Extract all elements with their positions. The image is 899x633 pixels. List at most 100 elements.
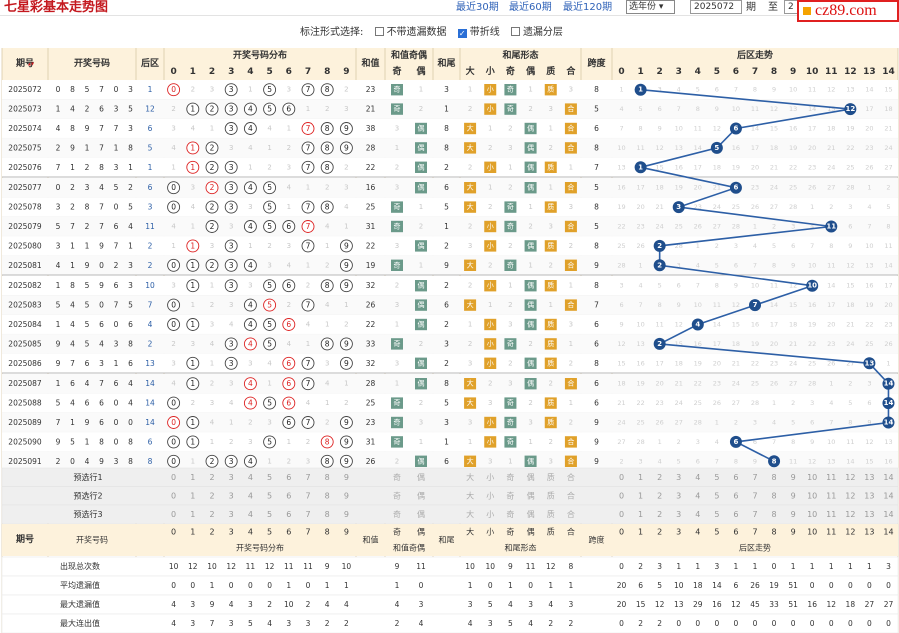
- form-badge: [464, 142, 477, 154]
- nav-last-120[interactable]: 最近120期: [563, 2, 613, 13]
- preselect-front-digit: 8: [325, 491, 330, 500]
- front-omission: 2: [306, 438, 310, 446]
- stats-back-value: 1: [676, 562, 681, 571]
- front-omission: 1: [267, 380, 271, 388]
- row-sum: 23: [366, 85, 376, 94]
- preselect-front-digit: 6: [286, 510, 291, 519]
- back-omission: 15: [865, 457, 873, 465]
- back-omission: 2: [886, 184, 890, 192]
- footer-back-digit: 2: [657, 528, 662, 537]
- form-text: 小: [487, 358, 494, 367]
- row-draw-digit: 5: [85, 301, 90, 310]
- row-draw-digit: 4: [70, 105, 75, 114]
- footer-odd: 奇: [393, 527, 401, 537]
- form-text: 质: [547, 85, 554, 94]
- stats-back-value: 1: [867, 562, 872, 571]
- front-hit-digit: 5: [267, 339, 272, 348]
- front-hit-ball: [186, 377, 200, 391]
- preselect-back-digit: 8: [772, 473, 777, 482]
- row-draw-digit: 0: [56, 85, 61, 94]
- stats-front-value: 2: [306, 600, 311, 609]
- parity-omission: 1: [419, 203, 423, 211]
- back-omission: 13: [884, 438, 892, 446]
- preselect-label: 预选行3: [73, 509, 102, 519]
- stats-back-value: 0: [810, 581, 815, 590]
- parity-badge: [415, 182, 427, 194]
- trend-ball-label: 6: [733, 184, 738, 192]
- header-form-5: 合: [566, 65, 576, 77]
- option-no-omission[interactable]: 不带遗漏数据: [374, 27, 447, 38]
- form-text: 偶: [527, 320, 534, 329]
- front-hit-ball: [263, 83, 277, 97]
- front-hit-digit: 5: [267, 203, 272, 212]
- front-omission: 3: [287, 86, 291, 94]
- checkbox-no-omission[interactable]: [374, 27, 384, 36]
- front-omission: 1: [344, 301, 348, 309]
- form-text: 小: [487, 85, 494, 94]
- stats-back-value: 15: [636, 600, 646, 609]
- row-span: 7: [594, 301, 599, 310]
- form-badge: [544, 318, 557, 331]
- option-layered-omission[interactable]: 遗漏分层: [510, 27, 563, 38]
- preselect-back-digit: 2: [657, 510, 662, 519]
- back-omission: 7: [753, 261, 757, 269]
- checkbox-layered-omission[interactable]: [510, 27, 520, 36]
- nav-last-60[interactable]: 最近60期: [509, 2, 552, 13]
- row-sum: 28: [366, 143, 376, 152]
- front-omission: 4: [210, 419, 215, 427]
- front-omission: 4: [267, 125, 272, 133]
- front-omission: 3: [191, 184, 195, 192]
- back-omission: 13: [827, 457, 835, 465]
- front-hit-digit: 9: [344, 437, 349, 446]
- front-hit-ball: [186, 258, 200, 272]
- back-omission: 26: [694, 223, 702, 231]
- row-issue: 2025083: [8, 301, 42, 310]
- preselect-back-digit: 13: [864, 473, 874, 482]
- front-hit-digit: 3: [229, 339, 234, 348]
- back-omission: 11: [636, 144, 644, 152]
- row-draw-digit: 5: [70, 437, 75, 446]
- stats-front-value: 12: [188, 562, 198, 571]
- back-omission: 18: [656, 184, 664, 192]
- front-omission: 4: [229, 399, 234, 407]
- footer-form-0: 大: [466, 527, 474, 537]
- front-hit-digit: 4: [248, 105, 253, 114]
- table-row: [2, 374, 898, 394]
- form-omission: 2: [488, 203, 492, 211]
- stats-back-value: 1: [848, 562, 853, 571]
- front-hit-digit: 8: [325, 281, 330, 290]
- parity-text: 奇: [394, 104, 401, 113]
- front-hit-ball: [205, 160, 219, 174]
- preselect-back-digit: 5: [714, 491, 719, 500]
- parity-badge: [391, 201, 403, 213]
- nav-last-30[interactable]: 最近30期: [456, 2, 499, 13]
- front-hit-digit: 3: [229, 124, 234, 133]
- back-omission: 18: [884, 105, 892, 113]
- row-draw-digit: 4: [56, 261, 61, 270]
- form-omission: 2: [528, 105, 532, 113]
- front-omission: 4: [267, 359, 272, 367]
- trend-ball-label: 14: [884, 380, 894, 388]
- checkbox-polyline[interactable]: ✓: [457, 29, 467, 38]
- footer-sum: 和值: [363, 535, 379, 545]
- parity-badge: [415, 455, 427, 467]
- from-issue-input[interactable]: 2025072: [690, 0, 742, 14]
- preselect-front-digit: 1: [190, 491, 195, 500]
- front-hit-ball: [339, 356, 353, 370]
- row-draw-digit: 4: [128, 399, 133, 408]
- back-omission: 16: [694, 340, 702, 348]
- parity-badge: [415, 357, 427, 369]
- row-span: 7: [594, 163, 599, 172]
- form-badge: [484, 436, 497, 448]
- front-hit-ball: [167, 83, 181, 97]
- form-text: 偶: [527, 143, 534, 152]
- back-omission: 5: [848, 399, 852, 407]
- front-hit-ball: [186, 356, 200, 370]
- footer-front-digit: 0: [171, 528, 176, 537]
- year-select[interactable]: 选年份 ▾: [626, 0, 675, 14]
- form-badge: [524, 142, 537, 154]
- option-polyline[interactable]: ✓ 带折线: [457, 27, 500, 38]
- form-badge: [544, 201, 557, 213]
- trend-ball: [691, 318, 704, 331]
- front-hit-digit: 8: [325, 437, 330, 446]
